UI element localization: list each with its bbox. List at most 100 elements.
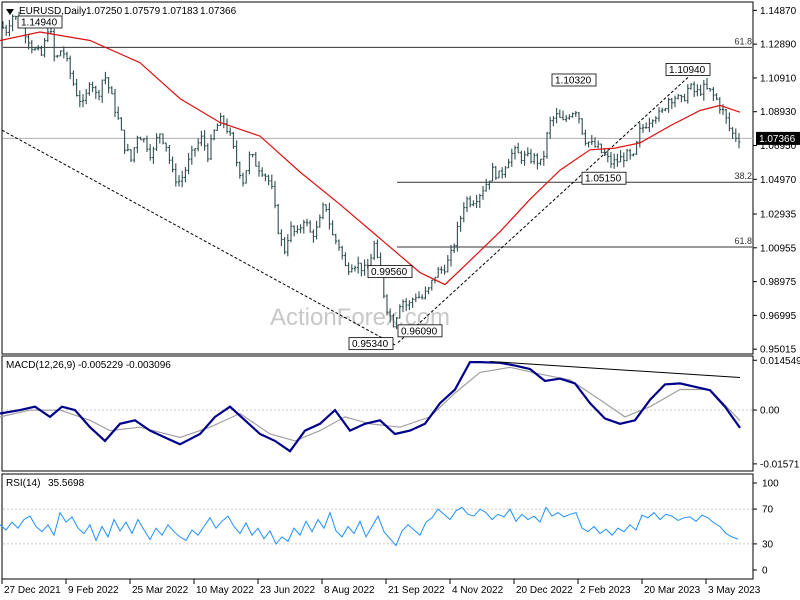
time-tick-label: 4 Nov 2022: [452, 585, 504, 596]
price-annotation-label: 0.95340: [352, 339, 389, 350]
price-bar: [680, 94, 683, 103]
price-bar: [385, 294, 389, 316]
price-bar: [580, 118, 584, 135]
price-bar: [321, 202, 325, 220]
price-bar: [206, 143, 210, 163]
price-bar: [36, 45, 40, 51]
price-bar: [612, 153, 616, 169]
price-bar: [616, 153, 619, 167]
price-bar: [65, 51, 69, 62]
macd-tick-label: 0.00: [760, 406, 780, 417]
price-bar: [625, 148, 629, 162]
time-tick-label: 25 Mar 2022: [132, 585, 189, 596]
price-tick-label: 1.02935: [760, 210, 797, 221]
price-bar: [584, 129, 587, 146]
price-bar: [545, 131, 549, 159]
price-bar: [529, 148, 533, 164]
collapse-triangle-icon: [6, 9, 14, 15]
chart-title: EURUSD,Daily: [19, 6, 86, 17]
price-bar: [104, 71, 107, 85]
price-bar: [148, 144, 152, 161]
price-bar: [513, 145, 517, 160]
price-bar: [142, 138, 146, 143]
price-bar: [427, 287, 430, 295]
price-bar: [654, 116, 658, 124]
price-bar: [507, 158, 510, 169]
price-bar: [347, 262, 350, 275]
price-bar: [392, 313, 395, 328]
ohlc-open: 1.07250: [86, 6, 123, 17]
price-bar: [235, 140, 238, 167]
time-tick-label: 10 May 2022: [196, 585, 254, 596]
price-tick-label: 1.12890: [760, 40, 797, 51]
price-bar: [724, 108, 728, 124]
price-bar: [4, 24, 8, 36]
price-tick-label: 1.08930: [760, 107, 797, 118]
ohlc-close: 1.07366: [200, 6, 237, 17]
price-bar: [116, 106, 120, 120]
price-bar: [676, 93, 680, 100]
price-bar: [532, 152, 536, 165]
rsi-tick-label: 0: [762, 566, 768, 577]
rsi-line: [0, 506, 739, 547]
price-bar: [299, 224, 302, 234]
rsi-levels: [3, 508, 752, 545]
price-bar: [497, 170, 501, 179]
price-bar: [593, 137, 597, 148]
macd-values: -0.005229 -0.003096: [78, 360, 171, 371]
price-bar: [264, 173, 267, 182]
price-bar: [523, 150, 526, 166]
price-bar: [571, 112, 574, 118]
moving-average-line: [0, 31, 741, 286]
price-bar: [408, 300, 411, 311]
price-bar: [491, 162, 494, 182]
price-bar: [481, 186, 485, 200]
time-tick-label: 8 Aug 2022: [324, 585, 375, 596]
price-bar: [139, 136, 142, 141]
price-bar: [606, 149, 610, 163]
price-bar: [452, 243, 456, 254]
price-bar: [683, 93, 686, 102]
price-bar: [692, 81, 696, 98]
price-bar: [120, 117, 123, 131]
price-bar: [552, 116, 555, 127]
price-bar: [136, 135, 139, 154]
rsi-tick-label: 70: [762, 505, 774, 516]
price-bar: [664, 107, 667, 112]
price-bar: [305, 218, 309, 227]
price-bar: [161, 133, 165, 145]
price-bar: [484, 178, 488, 192]
fib-level-label: 38.2: [734, 171, 752, 181]
price-annotations: 1.14940 1.10320 1.10940 1.05150 0.99560 0.960…: [17, 15, 711, 350]
price-bar: [312, 229, 315, 243]
price-bar: [404, 298, 408, 312]
macd-axis: 0.014549 0.00 -0.015712: [753, 356, 800, 470]
price-annotation: 0.95340: [348, 337, 394, 350]
price-bar: [644, 122, 648, 129]
price-bar: [510, 148, 514, 167]
price-bar: [251, 153, 254, 158]
price-bar: [500, 167, 504, 179]
price-bar: [548, 116, 552, 139]
price-tick-label: 1.14870: [760, 6, 797, 17]
price-tick-label: 0.98975: [760, 277, 797, 288]
price-bar: [238, 161, 242, 179]
price-bar: [113, 89, 117, 118]
fib-level-label: 61.8: [734, 236, 752, 246]
price-bar: [673, 95, 677, 108]
price-bar: [475, 194, 478, 209]
price-bar: [228, 127, 232, 136]
price-tick-label: 0.96995: [760, 311, 797, 322]
price-bar: [632, 153, 635, 157]
price-bar: [72, 70, 75, 86]
price-bar: [715, 93, 718, 101]
price-bar: [100, 79, 104, 104]
price-bar: [49, 28, 53, 34]
price-bar: [712, 87, 715, 101]
price-bar: [702, 79, 706, 101]
price-bar: [177, 175, 181, 187]
price-bar: [641, 123, 645, 133]
price-bar: [526, 147, 530, 157]
price-annotation-label: 1.10940: [669, 65, 706, 76]
